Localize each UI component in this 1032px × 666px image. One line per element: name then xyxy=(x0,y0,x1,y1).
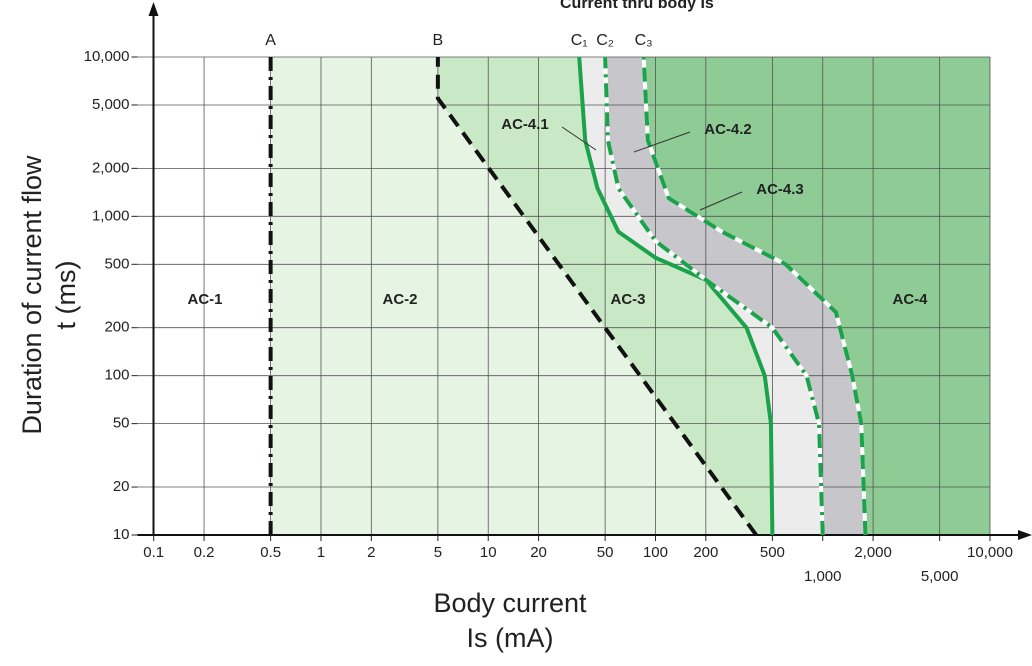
x-axis-title: Is (mA) xyxy=(467,623,554,653)
y-tick-label: 10,000 xyxy=(84,48,130,65)
curves xyxy=(268,56,868,537)
y-tick-label: 1,000 xyxy=(92,207,130,224)
y-tick-label: 200 xyxy=(104,319,129,336)
y-tick-label: 2,000 xyxy=(92,159,130,176)
x-tick-label: 500 xyxy=(760,544,785,561)
x-axis-title: Body current xyxy=(433,588,587,618)
leader-line xyxy=(699,191,743,211)
x-tick-label: 0.5 xyxy=(260,544,281,561)
x-tick-label: 2,000 xyxy=(854,544,892,561)
curve-label: C₂ xyxy=(596,32,614,49)
y-tick-label: 100 xyxy=(104,367,129,384)
zone-label: AC-1 xyxy=(187,291,222,308)
zone-label: AC-2 xyxy=(382,291,417,308)
zone-label: AC-4.1 xyxy=(501,116,549,133)
curve-label: A xyxy=(265,32,276,49)
curve xyxy=(641,56,868,536)
curve xyxy=(435,57,758,537)
y-tick-label: 50 xyxy=(113,415,130,432)
curve-label: C₁ xyxy=(571,32,588,49)
leader-line xyxy=(561,126,597,151)
y-axis-title: Duration of current flow xyxy=(17,155,47,435)
chart-title: Current thru body Is xyxy=(560,0,714,12)
x-tick-label: 10 xyxy=(480,544,497,561)
curve xyxy=(603,56,825,536)
x-tick-label: 5 xyxy=(434,544,442,561)
zone-fill xyxy=(605,57,866,535)
zone-label: AC-3 xyxy=(610,291,645,308)
zone-label: AC-4 xyxy=(892,291,928,308)
curve xyxy=(577,56,775,536)
y-tick-label: 20 xyxy=(113,478,130,495)
leader-line xyxy=(633,131,691,153)
y-tick-label: 5,000 xyxy=(92,96,130,113)
y-axis-arrow xyxy=(148,2,159,16)
y-tick-label: 10 xyxy=(113,526,130,543)
x-tick-label: 5,000 xyxy=(921,568,959,585)
x-tick-label: 10,000 xyxy=(967,544,1013,561)
y-axis-title: t (ms) xyxy=(51,261,81,330)
curve-label: C₃ xyxy=(635,32,653,49)
zone-fill xyxy=(270,57,757,535)
y-tick-label: 500 xyxy=(104,255,129,272)
x-tick-label: 20 xyxy=(530,544,547,561)
x-tick-label: 200 xyxy=(693,544,718,561)
x-tick-label: 1,000 xyxy=(804,568,842,585)
zone-label: AC-4.2 xyxy=(704,121,752,138)
x-tick-label: 1 xyxy=(317,544,325,561)
x-tick-label: 2 xyxy=(367,544,375,561)
x-tick-label: 50 xyxy=(597,544,614,561)
zone-fill xyxy=(643,57,990,535)
x-tick-label: 0.2 xyxy=(194,544,215,561)
x-tick-label: 100 xyxy=(643,544,668,561)
zone-label: AC-4.3 xyxy=(756,181,804,198)
grid xyxy=(131,2,1032,541)
x-axis-arrow xyxy=(1018,530,1032,540)
curve-label: B xyxy=(433,32,444,49)
x-tick-label: 0.1 xyxy=(143,544,164,561)
labels: 0.1 0.2 0.5 1 2 5 10 20 50 100 200 500 1,000 2,000 5,0… xyxy=(84,32,1013,585)
